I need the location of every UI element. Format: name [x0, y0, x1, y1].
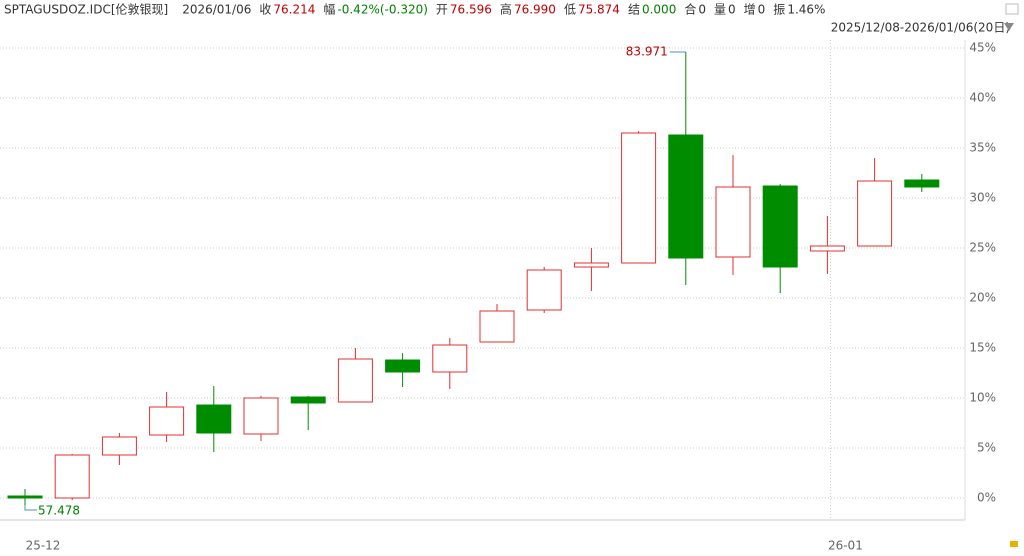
field-value: 1.46%: [787, 3, 825, 17]
candle-body: [857, 180, 893, 247]
field-value: 76.990: [514, 3, 556, 17]
candle-body: [573, 262, 609, 268]
field-label: 量: [714, 3, 726, 17]
field-value: 75.874: [578, 3, 620, 17]
y-tick-label: 40%: [969, 91, 996, 105]
y-tick-label: 15%: [969, 341, 996, 355]
candle-body: [54, 454, 90, 499]
y-tick-label: 45%: [969, 41, 996, 55]
field-label: 开: [436, 3, 448, 17]
y-tick-label: 35%: [969, 141, 996, 155]
candle-body: [432, 344, 468, 373]
y-tick-label: 0%: [977, 491, 996, 505]
y-tick-label: 30%: [969, 191, 996, 205]
x-tick-label: 26-01: [828, 539, 863, 553]
field-value: 0: [698, 3, 706, 17]
high-label: 83.971: [626, 45, 668, 59]
y-tick-label: 20%: [969, 291, 996, 305]
candle-body: [337, 358, 373, 403]
candle-body: [621, 132, 657, 264]
field-value: 76.214: [273, 3, 315, 17]
field-value: 0: [728, 3, 736, 17]
field-value: 76.596: [450, 3, 492, 17]
field-label: 振: [773, 3, 785, 17]
candle-body: [101, 436, 137, 456]
wp-icon[interactable]: [1005, 3, 1019, 15]
candle-body: [526, 269, 562, 311]
candle-body: [668, 134, 704, 259]
low-label: 57.478: [38, 504, 80, 518]
date-range: 2025/12/08-2026/01/06(20日): [831, 21, 1010, 35]
field-label: 合: [684, 2, 696, 17]
field-value: 0: [758, 3, 766, 17]
candle-body: [715, 186, 751, 258]
field-label: 低: [564, 3, 576, 17]
low-pointer: [24, 505, 37, 511]
x-tick-label: 25-12: [26, 539, 61, 553]
field-label: 增: [744, 3, 756, 17]
candle-body: [762, 185, 798, 268]
candle-body: [7, 495, 43, 499]
range-dropdown[interactable]: [1004, 23, 1014, 31]
candle-body: [479, 310, 515, 343]
y-tick-label: 25%: [969, 241, 996, 255]
candle-body: [243, 397, 279, 435]
y-tick-label: 5%: [977, 441, 996, 455]
candle-body: [196, 404, 232, 434]
field-label: 结: [628, 3, 640, 17]
candle-body: [809, 245, 845, 252]
y-tick-label: 10%: [969, 391, 996, 405]
field-value: -0.42%(-0.320): [337, 3, 428, 17]
lock-icon[interactable]: [1010, 541, 1018, 547]
field-value: 0.000: [642, 3, 676, 17]
date: 2026/01/06: [182, 3, 251, 17]
candle-body: [385, 359, 421, 373]
field-label: 幅: [323, 2, 335, 17]
symbol: SPTAGUSDOZ.IDC[伦敦银现]: [4, 2, 168, 17]
candle-body: [290, 396, 326, 404]
candle-body: [149, 406, 185, 436]
field-label: 高: [500, 2, 512, 17]
field-label: 收: [259, 3, 271, 17]
candle-body: [904, 179, 940, 188]
